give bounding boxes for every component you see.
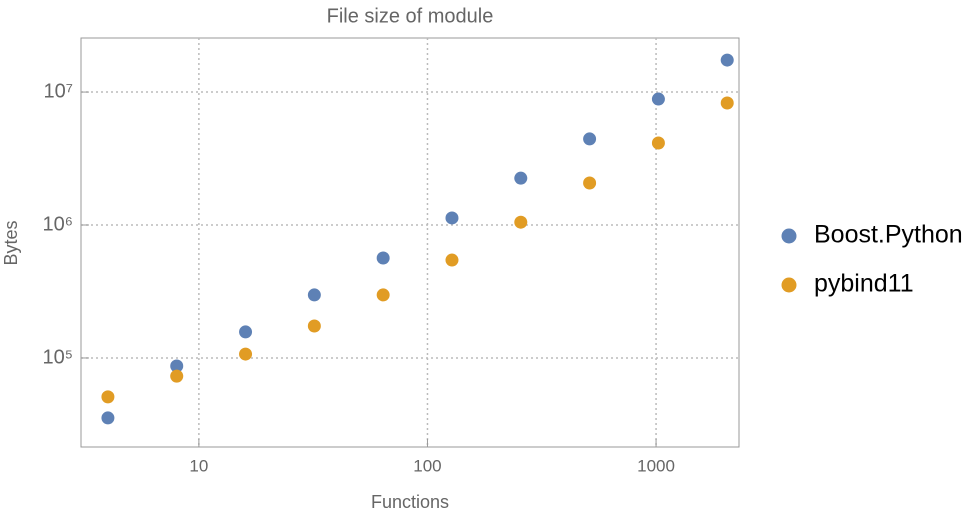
point [583, 176, 597, 190]
point [170, 359, 184, 373]
point [239, 347, 253, 361]
x-axis-label: Functions [371, 492, 449, 512]
point [720, 96, 734, 110]
y-tick-label: 10⁵ [42, 346, 73, 368]
point [307, 319, 321, 333]
legend-label: Boost.Python [814, 221, 963, 249]
legend-marker [781, 277, 797, 293]
point [583, 132, 597, 146]
point [170, 369, 184, 383]
point [651, 92, 665, 106]
legend-marker [781, 228, 797, 244]
x-tick-label: 1000 [637, 456, 675, 475]
point [376, 251, 390, 265]
y-tick-label: 10⁷ [44, 80, 73, 102]
legend-label: pybind11 [814, 270, 914, 298]
point [101, 411, 115, 425]
chart-title: File size of module [327, 5, 494, 27]
point [514, 171, 528, 185]
y-axis-label: Bytes [1, 220, 21, 265]
point [101, 390, 115, 404]
point [720, 53, 734, 67]
point [445, 253, 459, 267]
x-tick-label: 100 [413, 456, 441, 475]
point [239, 325, 253, 339]
y-tick-label: 10⁶ [43, 213, 73, 235]
plot-frame [80, 37, 740, 448]
point [514, 215, 528, 229]
point [307, 288, 321, 302]
point [651, 136, 665, 150]
point [445, 211, 459, 225]
point [376, 288, 390, 302]
x-tick-label: 10 [189, 456, 208, 475]
